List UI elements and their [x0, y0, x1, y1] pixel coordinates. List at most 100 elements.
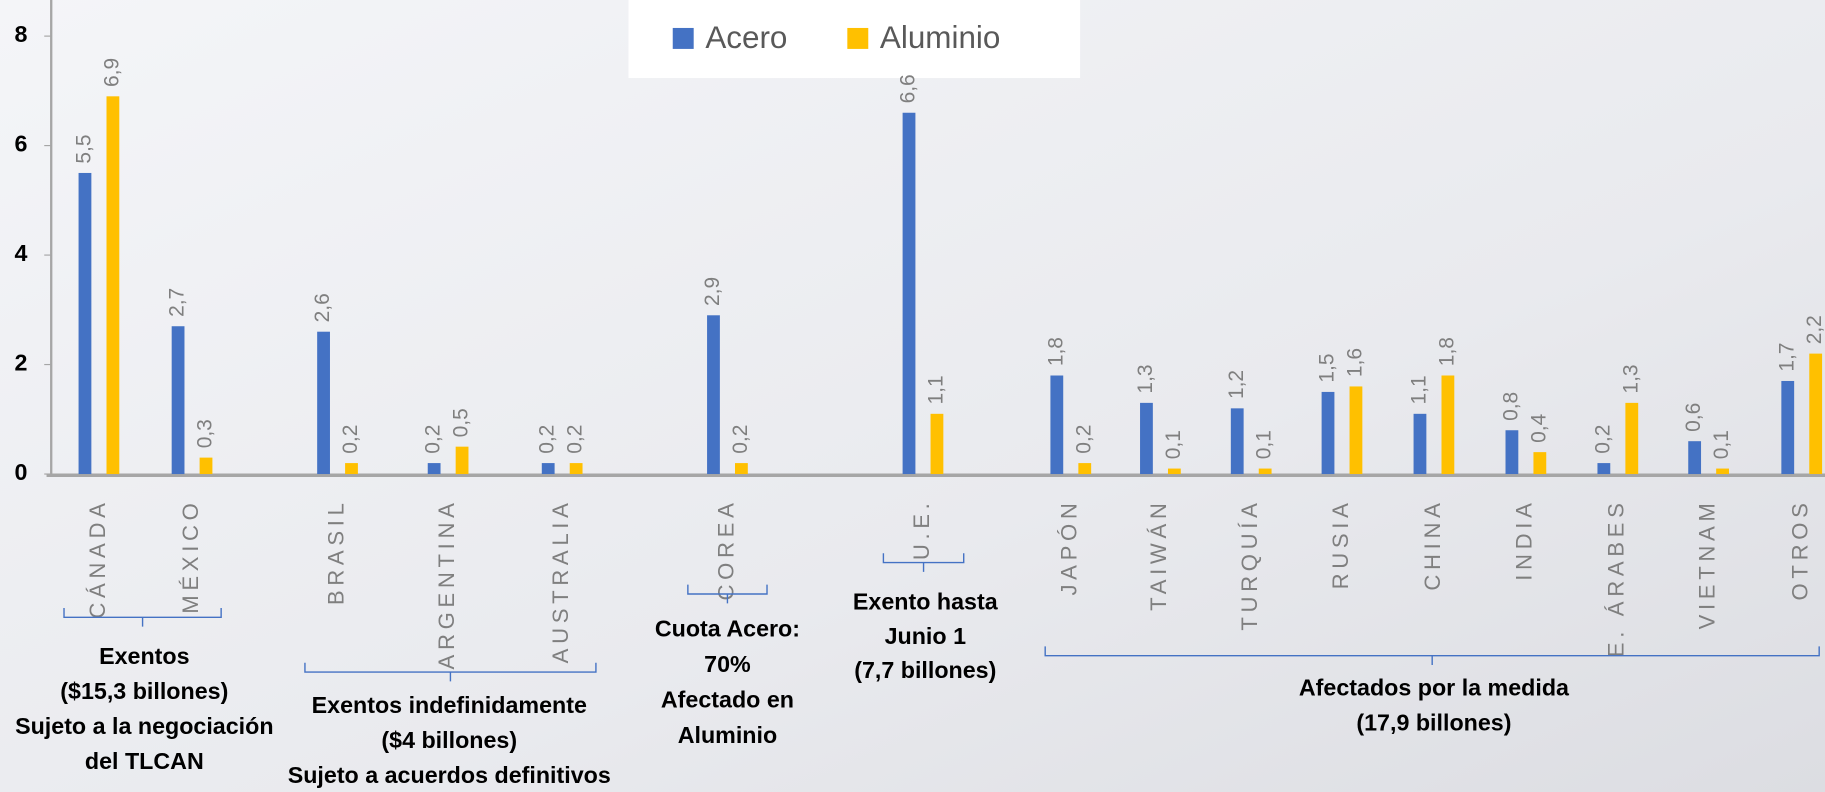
bar: [569, 463, 583, 475]
value-label: 1,3: [1619, 364, 1642, 393]
annotation-text: (7,7 billones): [854, 657, 996, 683]
annotation-text: Afectado en: [661, 686, 794, 712]
value-label: 1,1: [1407, 375, 1430, 404]
x-tick-label: COREA: [713, 498, 738, 600]
value-label: 0,1: [1253, 430, 1276, 459]
bar: [1050, 375, 1064, 475]
x-tick-label: TAIWÁN: [1146, 498, 1171, 610]
bar: [199, 457, 213, 475]
annotation-text: ($15,3 billones): [60, 678, 228, 704]
legend-label: Aluminio: [880, 20, 1000, 55]
bar: [1505, 430, 1519, 475]
bracket: [304, 662, 597, 682]
bar: [1597, 463, 1611, 475]
annotation-text: ($4 billones): [381, 727, 517, 753]
bar: [707, 315, 720, 475]
annotation-text: Aluminio: [678, 722, 777, 748]
bracket: [63, 607, 222, 627]
x-tick-label: CHINA: [1420, 498, 1445, 590]
x-tick-label: AUSTRALIA: [548, 498, 573, 663]
y-tick-label: 4: [14, 240, 27, 266]
x-tick-label: OTROS: [1788, 498, 1813, 600]
annotation-text: 70%: [704, 651, 751, 677]
bar: [1140, 402, 1153, 475]
value-label: 2,7: [166, 288, 189, 317]
value-label: 1,3: [1134, 364, 1157, 393]
annotation-text: Exentos: [99, 643, 189, 669]
value-label: 1,6: [1343, 348, 1366, 377]
annotation-text: Sujeto a la negociación: [15, 713, 273, 739]
value-label: 0,2: [729, 425, 752, 454]
bar: [171, 326, 185, 475]
bar: [1349, 386, 1363, 475]
x-tick-label: MÉXICO: [178, 498, 203, 613]
value-label: 1,8: [1044, 337, 1067, 366]
annotation-text: Afectados por la medida: [1299, 675, 1570, 701]
value-label: 1,5: [1316, 353, 1339, 382]
value-label: 6,9: [100, 58, 123, 87]
x-tick-label: U.E.: [909, 498, 934, 560]
y-tick-label: 6: [14, 131, 27, 157]
bar: [930, 413, 944, 475]
bar: [541, 463, 555, 475]
bar: [1781, 380, 1795, 475]
legend-swatch: [847, 27, 869, 49]
value-label: 0,2: [564, 425, 587, 454]
bracket: [882, 553, 965, 572]
value-label: 1,1: [924, 375, 947, 404]
bar: [455, 446, 469, 475]
bar: [345, 463, 358, 475]
bar: [1321, 391, 1335, 475]
bar: [902, 112, 916, 475]
value-label: 0,2: [422, 425, 445, 454]
bar: [1625, 402, 1639, 475]
value-label: 2,9: [701, 277, 724, 306]
x-tick-label: E. ÁRABES: [1604, 498, 1629, 657]
value-label: 1,7: [1775, 343, 1798, 372]
x-tick-label: ARGENTINA: [434, 498, 459, 669]
annotation-text: Cuota Acero:: [655, 615, 800, 641]
bracket: [687, 584, 768, 604]
value-label: 1,2: [1225, 370, 1248, 399]
value-label: 0,6: [1682, 403, 1705, 432]
bar: [1688, 441, 1702, 475]
y-tick-label: 8: [14, 21, 27, 47]
value-label: 0,2: [1072, 425, 1095, 454]
x-tick-label: RUSIA: [1328, 498, 1353, 589]
bar: [1441, 375, 1455, 475]
y-tick-label: 0: [14, 459, 27, 485]
bar: [1078, 463, 1092, 475]
value-label: 0,3: [194, 419, 217, 448]
bracket: [1044, 646, 1820, 666]
bar: [1716, 468, 1729, 475]
legend-swatch: [672, 27, 694, 49]
bar: [1413, 413, 1427, 475]
annotation-text: Junio 1: [885, 623, 966, 649]
x-tick-label: TURQUÍA: [1237, 498, 1262, 630]
value-label: 0,8: [1499, 392, 1522, 421]
annotation-text: Exentos indefinidamente: [312, 692, 587, 718]
annotation-text: Sujeto a acuerdos definitivos: [288, 762, 611, 788]
value-label: 6,6: [897, 74, 920, 103]
value-label: 0,2: [536, 425, 559, 454]
value-label: 5,5: [73, 135, 96, 164]
bar: [427, 463, 441, 475]
bar: [1533, 452, 1547, 475]
value-label: 0,1: [1162, 430, 1185, 459]
annotation-text: Exento hasta: [853, 588, 999, 614]
value-label: 2,2: [1803, 315, 1825, 344]
x-tick-label: CÁNADA: [85, 498, 110, 618]
value-label: 1,8: [1435, 337, 1458, 366]
annotation-text: (17,9 billones): [1356, 710, 1511, 736]
bar: [1809, 353, 1823, 475]
annotation-text: del TLCAN: [85, 748, 204, 774]
bar: [735, 463, 748, 475]
x-tick-label: VIETNAM: [1694, 498, 1719, 629]
value-label: 0,1: [1710, 430, 1733, 459]
bar: [317, 331, 330, 475]
value-label: 0,4: [1527, 413, 1550, 442]
value-label: 2,6: [311, 293, 334, 322]
legend-label: Acero: [705, 20, 787, 55]
